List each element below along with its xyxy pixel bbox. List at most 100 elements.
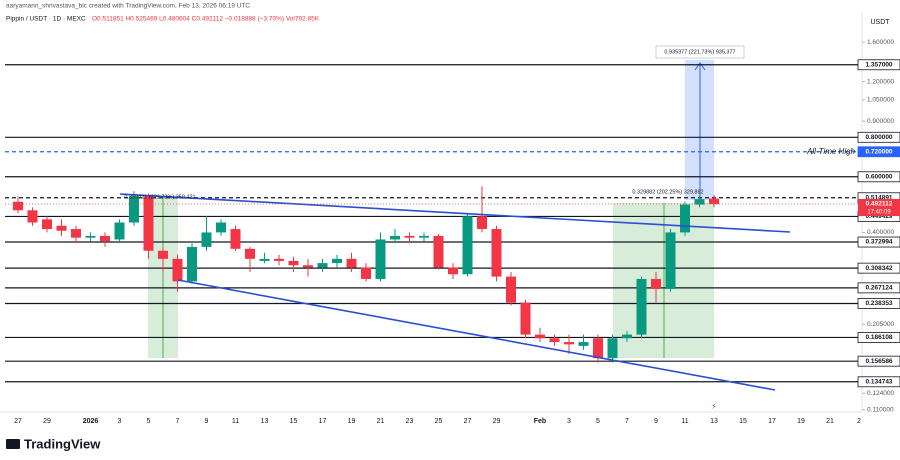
candle-body	[317, 263, 328, 268]
level-label: 0.800000	[865, 134, 892, 141]
candle-body	[491, 229, 502, 277]
candle-body	[259, 258, 270, 261]
x-tick-label: 25	[435, 418, 443, 425]
candle-body	[549, 338, 560, 343]
measure-label: 0.935377 (221.73%) 935,377	[664, 49, 735, 55]
x-tick-label: 17	[319, 418, 327, 425]
x-tick-label: 11	[232, 418, 239, 425]
last-price-label: 0.492112	[866, 201, 893, 208]
candle-body	[680, 204, 690, 233]
axis-unit: USDT	[870, 19, 890, 26]
x-tick-label: 27	[14, 418, 22, 425]
level-label-box	[857, 282, 900, 294]
y-tick-label: 0.110000	[867, 406, 894, 413]
level-label: 0.372994	[865, 239, 892, 246]
candle-body	[709, 198, 719, 204]
x-tick-label: 9	[654, 418, 658, 425]
x-tick-label: 5	[147, 418, 151, 425]
candle-body	[187, 246, 197, 282]
level-label: 0.238353	[865, 300, 892, 307]
x-tick-label: 15	[739, 418, 747, 425]
candle-body	[13, 201, 23, 211]
candle-body	[201, 232, 212, 247]
level-label-box	[857, 171, 900, 183]
x-tick-label: 11	[681, 418, 688, 425]
brand-logo	[6, 439, 20, 449]
candle-body	[694, 199, 705, 205]
candle-body	[332, 258, 342, 264]
candle-body	[230, 229, 241, 249]
x-tick-label: 7	[625, 418, 629, 425]
candle-body	[462, 216, 473, 275]
measure-label: 0.329882 (202.25%) 329,882	[632, 189, 703, 195]
candle-body	[477, 216, 487, 230]
x-tick-label: 13	[261, 418, 269, 425]
candle-body	[636, 278, 647, 335]
brand-name: TradingView	[24, 436, 101, 451]
x-tick-label: 27	[464, 418, 472, 425]
candle-body	[607, 338, 618, 359]
x-tick-label: 29	[493, 418, 501, 425]
candle-body	[27, 210, 38, 223]
x-tick-label: 19	[797, 418, 805, 425]
level-label: 0.720000	[865, 148, 892, 155]
x-tick-label: 29	[43, 418, 51, 425]
level-label-box	[857, 236, 900, 248]
trend-line	[119, 193, 791, 233]
candle-body	[419, 235, 429, 238]
x-tick-label: 15	[290, 418, 298, 425]
candle-body	[578, 342, 589, 346]
candle-body	[535, 334, 545, 339]
candle-body	[346, 258, 357, 268]
level-note: All-Time High	[806, 147, 855, 156]
trend-line	[177, 279, 776, 391]
level-label: 0.134743	[865, 379, 892, 386]
x-tick-label: 17	[768, 418, 776, 425]
candle-body	[100, 235, 110, 242]
level-label: 0.267124	[865, 285, 892, 292]
x-tick-label: 5	[596, 418, 600, 425]
x-tick-label: 21	[377, 418, 385, 425]
measure-label: 0.359421 (221.73%) 359,421	[124, 194, 195, 200]
candle-body	[71, 229, 81, 238]
event-icon[interactable]: ⚡	[711, 402, 717, 411]
x-tick-label: 13	[710, 418, 718, 425]
candle-body	[245, 248, 255, 259]
ohlc-legend: O0.511851 H0.525469 L0.480604 C0.492112 …	[92, 16, 320, 23]
candle-body	[448, 267, 458, 275]
candle-body	[520, 302, 531, 335]
y-tick-label: 0.124000	[867, 390, 894, 397]
candle-body	[288, 260, 299, 266]
level-label-box	[857, 355, 900, 367]
candle-body	[651, 278, 661, 289]
level-label-box	[857, 131, 900, 143]
x-tick-label: 3	[118, 418, 122, 425]
level-label: 0.186108	[865, 334, 892, 341]
level-label-box	[857, 376, 900, 388]
y-tick-label: 0.900000	[867, 118, 894, 125]
candle-body	[622, 334, 632, 339]
candle-body	[274, 258, 284, 261]
level-label: 0.308342	[865, 265, 892, 272]
x-tick-label: 2026	[83, 418, 99, 425]
candle-body	[361, 267, 371, 279]
level-label-box	[857, 59, 900, 71]
candle-body	[433, 235, 444, 268]
level-label-box	[857, 298, 900, 309]
candle-body	[375, 239, 386, 279]
level-label: 0.156586	[865, 358, 892, 365]
candle-body	[303, 265, 313, 268]
candle-body	[85, 235, 96, 238]
candle-body	[404, 235, 415, 238]
candle-body	[506, 276, 516, 303]
level-label-box	[857, 262, 900, 274]
attribution: aaryamann_shrivastava_bic created with T…	[6, 3, 250, 10]
countdown: 17:40:09	[867, 210, 891, 216]
last-price-box	[858, 198, 900, 216]
measure-label-box	[655, 45, 745, 59]
level-label: 0.514891	[865, 194, 892, 201]
candle-body	[593, 338, 603, 359]
y-tick-label: 1.600000	[867, 39, 894, 46]
candle-body	[665, 232, 676, 289]
